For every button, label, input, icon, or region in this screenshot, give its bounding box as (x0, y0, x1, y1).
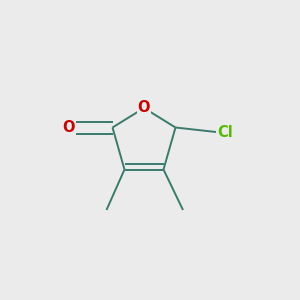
Text: O: O (62, 120, 75, 135)
Text: O: O (138, 100, 150, 116)
Text: Cl: Cl (218, 125, 233, 140)
